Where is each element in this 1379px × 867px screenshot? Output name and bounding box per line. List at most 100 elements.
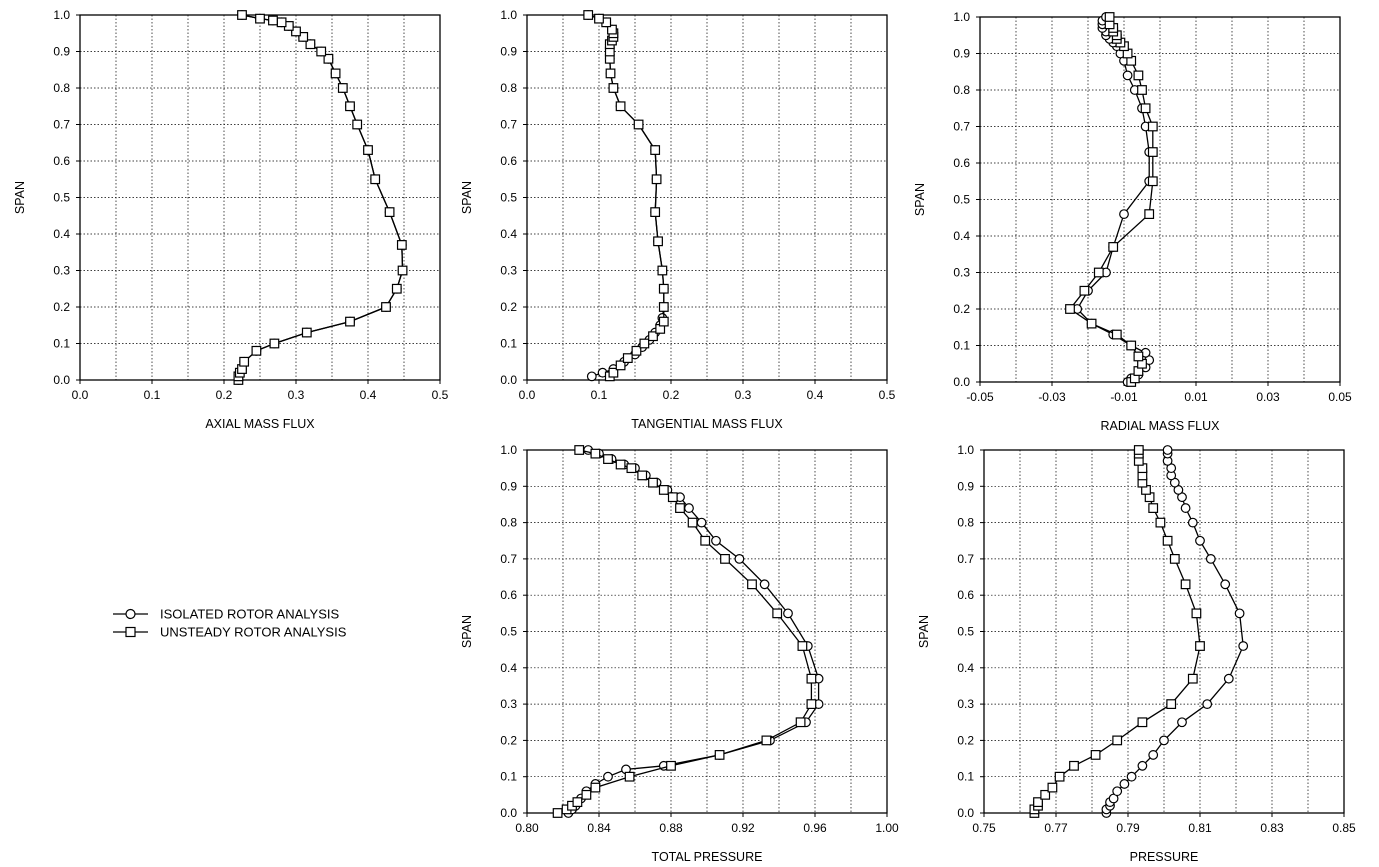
y-tick-label: 0.2 — [500, 300, 517, 314]
legend-entry-unsteady: UNSTEADY ROTOR ANALYSIS — [113, 625, 347, 640]
data-point-square — [276, 17, 287, 28]
y-axis-label: SPAN — [460, 615, 474, 648]
x-tick-label: 0.79 — [1116, 821, 1140, 835]
y-tick-label: 0.4 — [953, 229, 970, 243]
y-tick-label: 0.9 — [53, 45, 70, 59]
y-tick-label: 0.3 — [500, 264, 517, 278]
data-point-square — [1195, 641, 1205, 651]
data-point-square — [345, 316, 355, 327]
y-tick-label: 0.9 — [500, 479, 517, 493]
series-line-square — [587, 14, 665, 377]
data-point-square — [1180, 579, 1191, 590]
y-tick-label: 0.5 — [53, 191, 70, 205]
y-tick-label: 1.0 — [500, 443, 517, 457]
data-point-square — [1033, 797, 1043, 808]
data-point-circle — [1119, 779, 1130, 789]
data-point-square — [337, 83, 348, 93]
data-point-square — [581, 789, 592, 800]
data-point-square — [615, 360, 626, 371]
data-point-square — [622, 353, 633, 363]
legend-label-isolated: ISOLATED ROTOR ANALYSIS — [160, 607, 339, 622]
data-point-circle — [1205, 554, 1216, 564]
y-tick-label: 0.1 — [957, 770, 974, 784]
x-tick-label: 0.80 — [515, 821, 539, 835]
data-point-square — [761, 735, 772, 746]
data-point-square — [251, 345, 262, 356]
legend: ISOLATED ROTOR ANALYSIS UNSTEADY ROTOR A… — [113, 607, 347, 640]
data-point-circle — [1234, 608, 1245, 619]
x-tick-label: 0.1 — [144, 388, 161, 402]
data-point-square — [1090, 750, 1101, 760]
x-tick-label: 0.83 — [1260, 821, 1284, 835]
data-point-circle — [1126, 771, 1137, 782]
y-axis-label: SPAN — [917, 615, 931, 648]
data-point-square — [1147, 147, 1158, 157]
y-tick-label: 0.4 — [500, 661, 517, 675]
data-point-square — [552, 808, 563, 818]
data-point-square — [1111, 329, 1122, 340]
x-tick-label: 0.3 — [288, 388, 305, 402]
data-point-circle — [696, 517, 707, 528]
data-point-square — [352, 119, 363, 130]
data-point-square — [631, 345, 642, 356]
data-point-square — [239, 356, 250, 367]
data-point-square — [255, 13, 265, 24]
x-axis-label: PRESSURE — [1130, 850, 1199, 864]
panel-total-pressure: 0.0 0.1 0.2 0.3 0.4 0.5 0.6 0.7 0.8 0.9 1.0 0.80 0.8… — [460, 443, 899, 864]
data-point-square — [1162, 535, 1173, 546]
data-point-square — [658, 316, 669, 327]
data-point-square — [648, 477, 658, 488]
data-point-square — [345, 101, 355, 112]
data-point-square — [574, 445, 585, 455]
y-tick-label: 0.6 — [500, 154, 517, 168]
data-point-square — [1069, 760, 1079, 771]
y-tick-label: 0.9 — [500, 45, 517, 59]
data-point-square — [1140, 103, 1151, 114]
y-tick-label: 0.6 — [957, 588, 974, 602]
data-point-square — [1093, 267, 1104, 278]
data-point-circle — [1187, 517, 1198, 528]
x-axis-label: TOTAL PRESSURE — [652, 850, 763, 864]
data-point-square — [658, 302, 669, 312]
data-point-square — [1133, 351, 1144, 362]
data-point-square — [1126, 340, 1137, 351]
x-tick-label: 0.4 — [360, 388, 377, 402]
y-tick-label: 0.2 — [957, 733, 974, 747]
data-point-square — [658, 283, 669, 294]
y-tick-label: 0.3 — [953, 266, 970, 280]
data-point-square — [397, 265, 408, 276]
data-point-circle — [734, 554, 745, 564]
legend-circle-marker-icon — [125, 608, 136, 620]
y-tick-label: 0.1 — [53, 337, 70, 351]
y-axis-label: SPAN — [913, 183, 927, 216]
x-tick-label: 0.77 — [1044, 821, 1068, 835]
data-point-square — [381, 302, 391, 312]
data-point-square — [714, 750, 725, 760]
data-point-square — [637, 470, 648, 481]
data-point-square — [1104, 12, 1115, 22]
y-tick-label: 1.0 — [500, 8, 517, 22]
legend-entry-isolated: ISOLATED ROTOR ANALYSIS — [113, 607, 339, 622]
x-tick-label: 0.3 — [735, 388, 752, 402]
data-point-square — [594, 13, 604, 24]
data-point-circle — [1137, 760, 1148, 771]
data-point-square — [370, 174, 381, 185]
y-tick-label: 1.0 — [957, 443, 974, 457]
data-point-square — [1148, 503, 1159, 513]
data-point-square — [1065, 304, 1075, 314]
data-point-square — [667, 492, 678, 503]
data-point-square — [323, 53, 334, 64]
legend-label-unsteady: UNSTEADY ROTOR ANALYSIS — [160, 625, 347, 640]
data-point-square — [675, 503, 685, 513]
x-tick-label: -0.03 — [1038, 390, 1066, 404]
y-tick-label: 0.0 — [953, 375, 970, 389]
data-point-square — [1137, 85, 1147, 95]
x-tick-label: 0.4 — [807, 388, 824, 402]
series-line-circle — [587, 14, 665, 378]
x-tick-label: 0.75 — [972, 821, 996, 835]
data-point-circle — [1159, 735, 1169, 746]
panel-radial-mass-flux: 0.0 0.1 0.2 0.3 0.4 0.5 0.6 0.7 0.8 0.9 1.0 -0.05 -0… — [913, 10, 1352, 433]
data-point-square — [700, 535, 711, 546]
y-tick-label: 0.2 — [953, 302, 970, 316]
